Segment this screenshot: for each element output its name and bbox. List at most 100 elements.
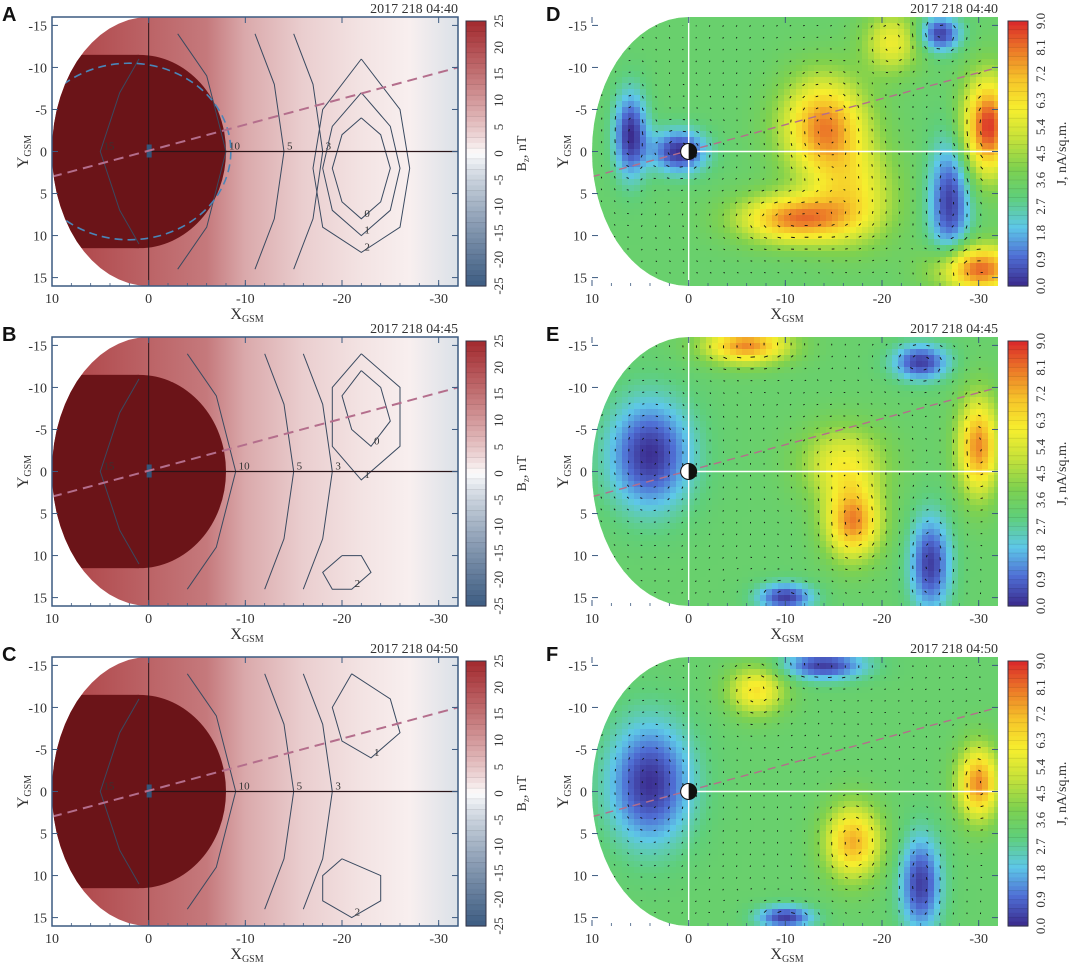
j-cell [892, 245, 899, 252]
j-cell [808, 209, 815, 216]
colorbar-cell [1008, 180, 1028, 185]
j-cell [664, 197, 671, 204]
j-cell [694, 391, 701, 398]
j-cell [760, 367, 767, 374]
j-cell [958, 203, 965, 210]
j-cell [718, 367, 725, 374]
j-cell [778, 35, 785, 42]
j-cell [760, 385, 767, 392]
j-cell [634, 197, 641, 204]
j-cell [682, 173, 689, 180]
j-cell [604, 35, 611, 42]
j-cell [850, 65, 857, 72]
j-cell [754, 227, 761, 234]
j-cell [988, 41, 995, 48]
j-cell [958, 343, 965, 350]
j-cell [892, 47, 899, 54]
j-cell [970, 361, 977, 368]
j-cell [700, 203, 707, 210]
j-cell [850, 257, 857, 264]
j-cell [856, 59, 863, 66]
j-cell [664, 77, 671, 84]
j-cell [610, 59, 617, 66]
j-cell [952, 269, 959, 276]
j-cell [664, 185, 671, 192]
j-cell [988, 137, 995, 144]
j-cell [604, 119, 611, 126]
j-cell [658, 167, 665, 174]
j-cell [640, 215, 647, 222]
j-cell [640, 29, 647, 36]
j-cell [784, 101, 791, 108]
j-cell [658, 251, 665, 258]
j-cell [868, 337, 875, 344]
j-cell [940, 203, 947, 210]
j-cell [838, 349, 845, 356]
j-cell [634, 95, 641, 102]
j-cell [934, 167, 941, 174]
j-cell [988, 17, 995, 24]
j-cell [916, 167, 923, 174]
j-cell [670, 275, 677, 282]
j-cell [904, 95, 911, 102]
j-cell [940, 47, 947, 54]
j-cell [724, 403, 731, 410]
contour-label: 3 [335, 461, 341, 473]
j-cell [928, 119, 935, 126]
j-cell [592, 179, 599, 186]
j-cell [922, 89, 929, 96]
j-cell [718, 53, 725, 60]
j-cell [652, 403, 659, 410]
j-cell [982, 349, 989, 356]
j-cell [640, 221, 647, 228]
j-cell [646, 95, 653, 102]
j-cell [622, 101, 629, 108]
j-cell [850, 41, 857, 48]
j-cell [898, 337, 905, 344]
j-cell [784, 367, 791, 374]
j-cell [778, 245, 785, 252]
j-cell [772, 257, 779, 264]
j-cell [778, 89, 785, 96]
j-cell [628, 337, 635, 344]
j-cell [604, 379, 611, 386]
j-cell [940, 95, 947, 102]
j-cell [760, 143, 767, 150]
j-cell [592, 137, 599, 144]
current-vector [629, 84, 631, 85]
j-cell [694, 29, 701, 36]
j-cell [958, 155, 965, 162]
j-cell [928, 71, 935, 78]
j-cell [664, 41, 671, 48]
j-cell [940, 379, 947, 386]
j-cell [940, 257, 947, 264]
j-cell [826, 355, 833, 362]
current-vector [899, 141, 900, 143]
j-cell [724, 245, 731, 252]
j-cell [970, 143, 977, 150]
j-cell [994, 47, 1001, 54]
j-cell [724, 77, 731, 84]
colorbar-cell [466, 564, 486, 570]
j-cell [952, 263, 959, 270]
j-cell [652, 367, 659, 374]
j-cell [736, 149, 743, 156]
j-cell [946, 143, 953, 150]
j-cell [844, 17, 851, 24]
j-cell [922, 233, 929, 240]
j-cell [892, 215, 899, 222]
j-cell [670, 161, 677, 168]
j-cell [712, 173, 719, 180]
j-cell [742, 233, 749, 240]
j-cell [880, 263, 887, 270]
j-cell [874, 35, 881, 42]
j-cell [970, 185, 977, 192]
j-cell [898, 215, 905, 222]
j-cell [880, 209, 887, 216]
j-cell [622, 209, 629, 216]
j-cell [634, 263, 641, 270]
j-cell [748, 23, 755, 30]
j-cell [658, 269, 665, 276]
j-cell [610, 167, 617, 174]
j-cell [820, 361, 827, 368]
